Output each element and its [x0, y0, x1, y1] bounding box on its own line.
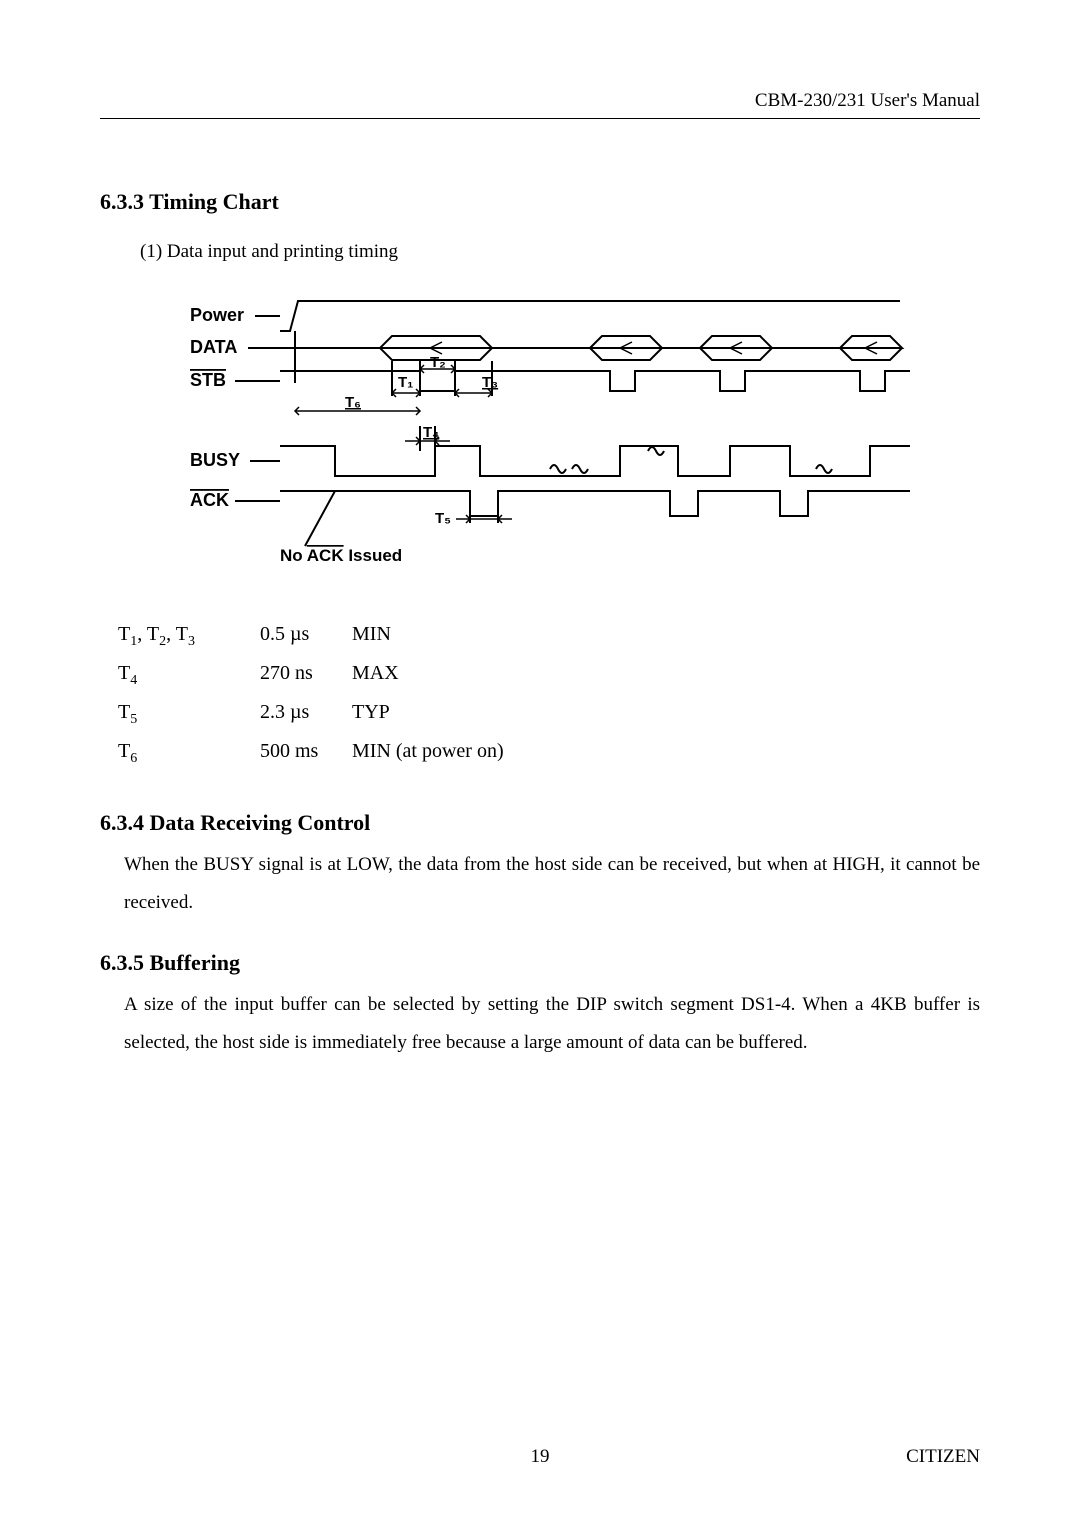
signal-label-busy: BUSY [190, 450, 240, 470]
section-634-title: Data Receiving Control [150, 810, 371, 835]
doc-title: CBM-230/231 User's Manual [755, 90, 980, 111]
val-cell: 270 ns [260, 657, 350, 694]
sym-cell: T5 [118, 696, 258, 733]
section-635-body: A size of the input buffer can be select… [124, 986, 980, 1062]
t2-label: T₂ [430, 354, 446, 371]
no-ack-note: No ACK Issued [280, 546, 402, 565]
type-cell: MIN [352, 618, 518, 655]
val-cell: 0.5 µs [260, 618, 350, 655]
page-header: CBM-230/231 User's Manual [100, 90, 980, 119]
table-row: T6 500 ms MIN (at power on) [118, 735, 518, 772]
section-633-heading: 6.3.3 Timing Chart [100, 189, 980, 215]
table-row: T1, T2, T3 0.5 µs MIN [118, 618, 518, 655]
section-633-num: 6.3.3 [100, 189, 144, 214]
signal-label-stb: STB [190, 370, 226, 390]
sym-cell: T6 [118, 735, 258, 772]
signal-label-data: DATA [190, 337, 237, 357]
section-635-heading: 6.3.5 Buffering [100, 950, 980, 976]
timing-values-table: T1, T2, T3 0.5 µs MIN T4 270 ns MAX T5 2… [116, 616, 520, 774]
table-row: T5 2.3 µs TYP [118, 696, 518, 733]
signal-label-power: Power [190, 305, 244, 325]
type-cell: MIN (at power on) [352, 735, 518, 772]
page-footer: 19 CITIZEN [100, 1446, 980, 1468]
t1-label: T₁ [398, 374, 413, 391]
sym-cell: T4 [118, 657, 258, 694]
section-635-title: Buffering [150, 950, 240, 975]
section-635-num: 6.3.5 [100, 950, 144, 975]
section-634-heading: 6.3.4 Data Receiving Control [100, 810, 980, 836]
section-634-body: When the BUSY signal is at LOW, the data… [124, 846, 980, 922]
val-cell: 500 ms [260, 735, 350, 772]
type-cell: MAX [352, 657, 518, 694]
t3-label: T₃ [482, 374, 498, 391]
section-633-title: Timing Chart [149, 189, 279, 214]
t5-label: T₅ [435, 510, 451, 527]
sym-cell: T1, T2, T3 [118, 618, 258, 655]
brand-name: CITIZEN [906, 1446, 980, 1468]
table-row: T4 270 ns MAX [118, 657, 518, 694]
page-number: 19 [531, 1446, 550, 1468]
section-633-item1: (1) Data input and printing timing [140, 241, 980, 263]
val-cell: 2.3 µs [260, 696, 350, 733]
type-cell: TYP [352, 696, 518, 733]
section-634-num: 6.3.4 [100, 810, 144, 835]
t6-label: T₆ [345, 394, 361, 411]
signal-label-ack: ACK [190, 490, 229, 510]
timing-diagram: Power DATA STB [180, 291, 980, 576]
t4-label: T₄ [423, 424, 439, 441]
